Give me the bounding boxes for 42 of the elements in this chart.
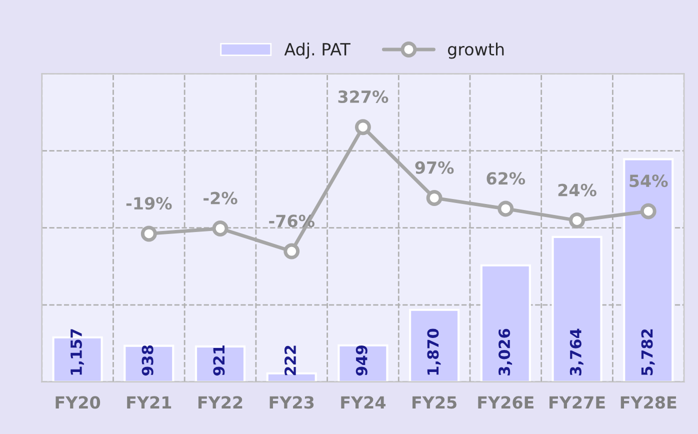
bar <box>194 345 246 382</box>
point <box>569 212 585 228</box>
x-tick-label: FY23 <box>270 396 314 409</box>
bar <box>552 236 602 382</box>
legend-label: Adj. PAT <box>284 42 350 59</box>
point <box>426 190 442 206</box>
x-tick-label: FY25 <box>412 396 456 409</box>
data-label: 24% <box>558 184 596 196</box>
data-label: 97% <box>415 161 454 174</box>
x-tick-label: FY20 <box>56 396 100 409</box>
data-label: -19% <box>126 197 172 210</box>
bar <box>338 344 388 382</box>
data-label: -2% <box>204 192 238 204</box>
point <box>640 203 656 220</box>
bar <box>480 264 531 382</box>
data-label: 3,764 <box>570 328 584 376</box>
x-tick-label: FY28E <box>620 396 676 409</box>
point <box>140 226 157 242</box>
data-label: 938 <box>142 345 154 376</box>
point <box>498 200 514 217</box>
data-label: 327% <box>338 90 388 104</box>
bar <box>124 344 174 382</box>
data-label: 5,782 <box>641 329 655 376</box>
data-label: 1,870 <box>427 328 441 375</box>
x-tick-label: FY22 <box>198 396 242 408</box>
point <box>212 220 228 236</box>
data-label: 54% <box>630 174 668 188</box>
data-label: 1,157 <box>70 329 84 375</box>
x-tick-label: FY24 <box>341 396 386 408</box>
data-label: 921 <box>213 346 225 376</box>
x-tick-label: FY26E <box>478 396 534 409</box>
data-label: 222 <box>284 346 296 376</box>
bar <box>409 308 460 382</box>
point <box>284 243 300 260</box>
data-label: 3,026 <box>498 328 512 376</box>
data-label: 62% <box>486 172 526 185</box>
point <box>354 119 371 136</box>
x-tick-label: FY27E <box>550 396 605 408</box>
bar <box>623 158 674 382</box>
legend-label: growth <box>448 42 504 59</box>
x-tick-label: FY21 <box>127 396 172 408</box>
data-label: 949 <box>356 345 368 376</box>
